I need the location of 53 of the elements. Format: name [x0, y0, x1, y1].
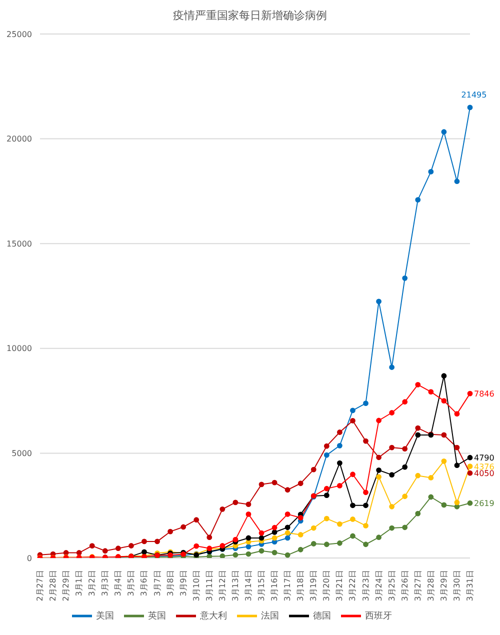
legend-label: 西班牙 [365, 611, 392, 622]
data-label: 4376 [474, 462, 494, 472]
x-tick-label: 3月17日 [283, 570, 292, 602]
x-tick-label: 3月9日 [178, 570, 188, 596]
x-tick-label: 3月31日 [466, 570, 474, 602]
y-tick-label: 15000 [6, 239, 32, 248]
y-tick-label: 5000 [12, 449, 32, 458]
x-tick-label: 3月20日 [322, 570, 332, 602]
legend-label: 法国 [261, 611, 279, 622]
x-tick-label: 3月8日 [166, 570, 175, 596]
x-tick-label: 3月22日 [348, 570, 358, 602]
legend-label: 英国 [148, 611, 166, 622]
x-tick-label: 2月28日 [48, 570, 58, 602]
x-tick-label: 3月23日 [361, 570, 370, 602]
chart-title: 疫情严重国家每日新增确诊病例 [172, 8, 328, 24]
x-tick-label: 3月19日 [309, 570, 318, 602]
x-tick-label: 3月5日 [126, 570, 136, 596]
legend-label: 德国 [313, 611, 331, 622]
legend-label: 美国 [96, 611, 114, 622]
data-label: 4790 [474, 454, 494, 463]
y-tick-label: 25000 [6, 30, 32, 39]
data-label: 21495 [461, 90, 487, 100]
x-tick-label: 3月10日 [192, 570, 201, 602]
x-tick-label: 3月12日 [218, 570, 227, 602]
x-tick-label: 3月26日 [400, 570, 410, 602]
y-tick-label: 0 [26, 554, 32, 563]
x-tick-label: 3月25日 [387, 570, 396, 602]
x-tick-label: 3月7日 [152, 570, 162, 596]
x-tick-label: 3月14日 [244, 570, 253, 602]
x-tick-label: 3月18日 [296, 570, 306, 602]
x-tick-label: 3月21日 [335, 570, 344, 602]
data-label: 7846 [474, 390, 494, 399]
x-tick-label: 3月16日 [270, 570, 280, 602]
y-tick-label: 10000 [6, 344, 32, 354]
x-tick-label: 3月28日 [426, 570, 436, 602]
x-tick-label: 3月3日 [100, 570, 110, 596]
legend-label: 意大利 [200, 611, 227, 622]
data-label: 4050 [474, 469, 494, 478]
x-tick-label: 3月6日 [140, 570, 149, 596]
x-tick-label: 3月24日 [374, 570, 384, 602]
x-tick-label: 2月29日 [62, 570, 71, 602]
x-tick-label: 3月2日 [88, 570, 97, 596]
x-tick-label: 3月13日 [230, 570, 240, 602]
y-tick-label: 20000 [6, 134, 32, 144]
x-tick-label: 3月27日 [413, 570, 422, 602]
x-tick-label: 3月1日 [74, 570, 84, 596]
x-tick-label: 3月15日 [257, 570, 266, 602]
x-tick-label: 2月27日 [36, 570, 44, 602]
x-tick-label: 3月11日 [204, 570, 214, 602]
x-tick-label: 3月29日 [439, 570, 448, 602]
data-label: 2619 [474, 499, 494, 508]
x-tick-label: 3月4日 [114, 570, 123, 596]
x-tick-label: 3月30日 [452, 570, 462, 602]
